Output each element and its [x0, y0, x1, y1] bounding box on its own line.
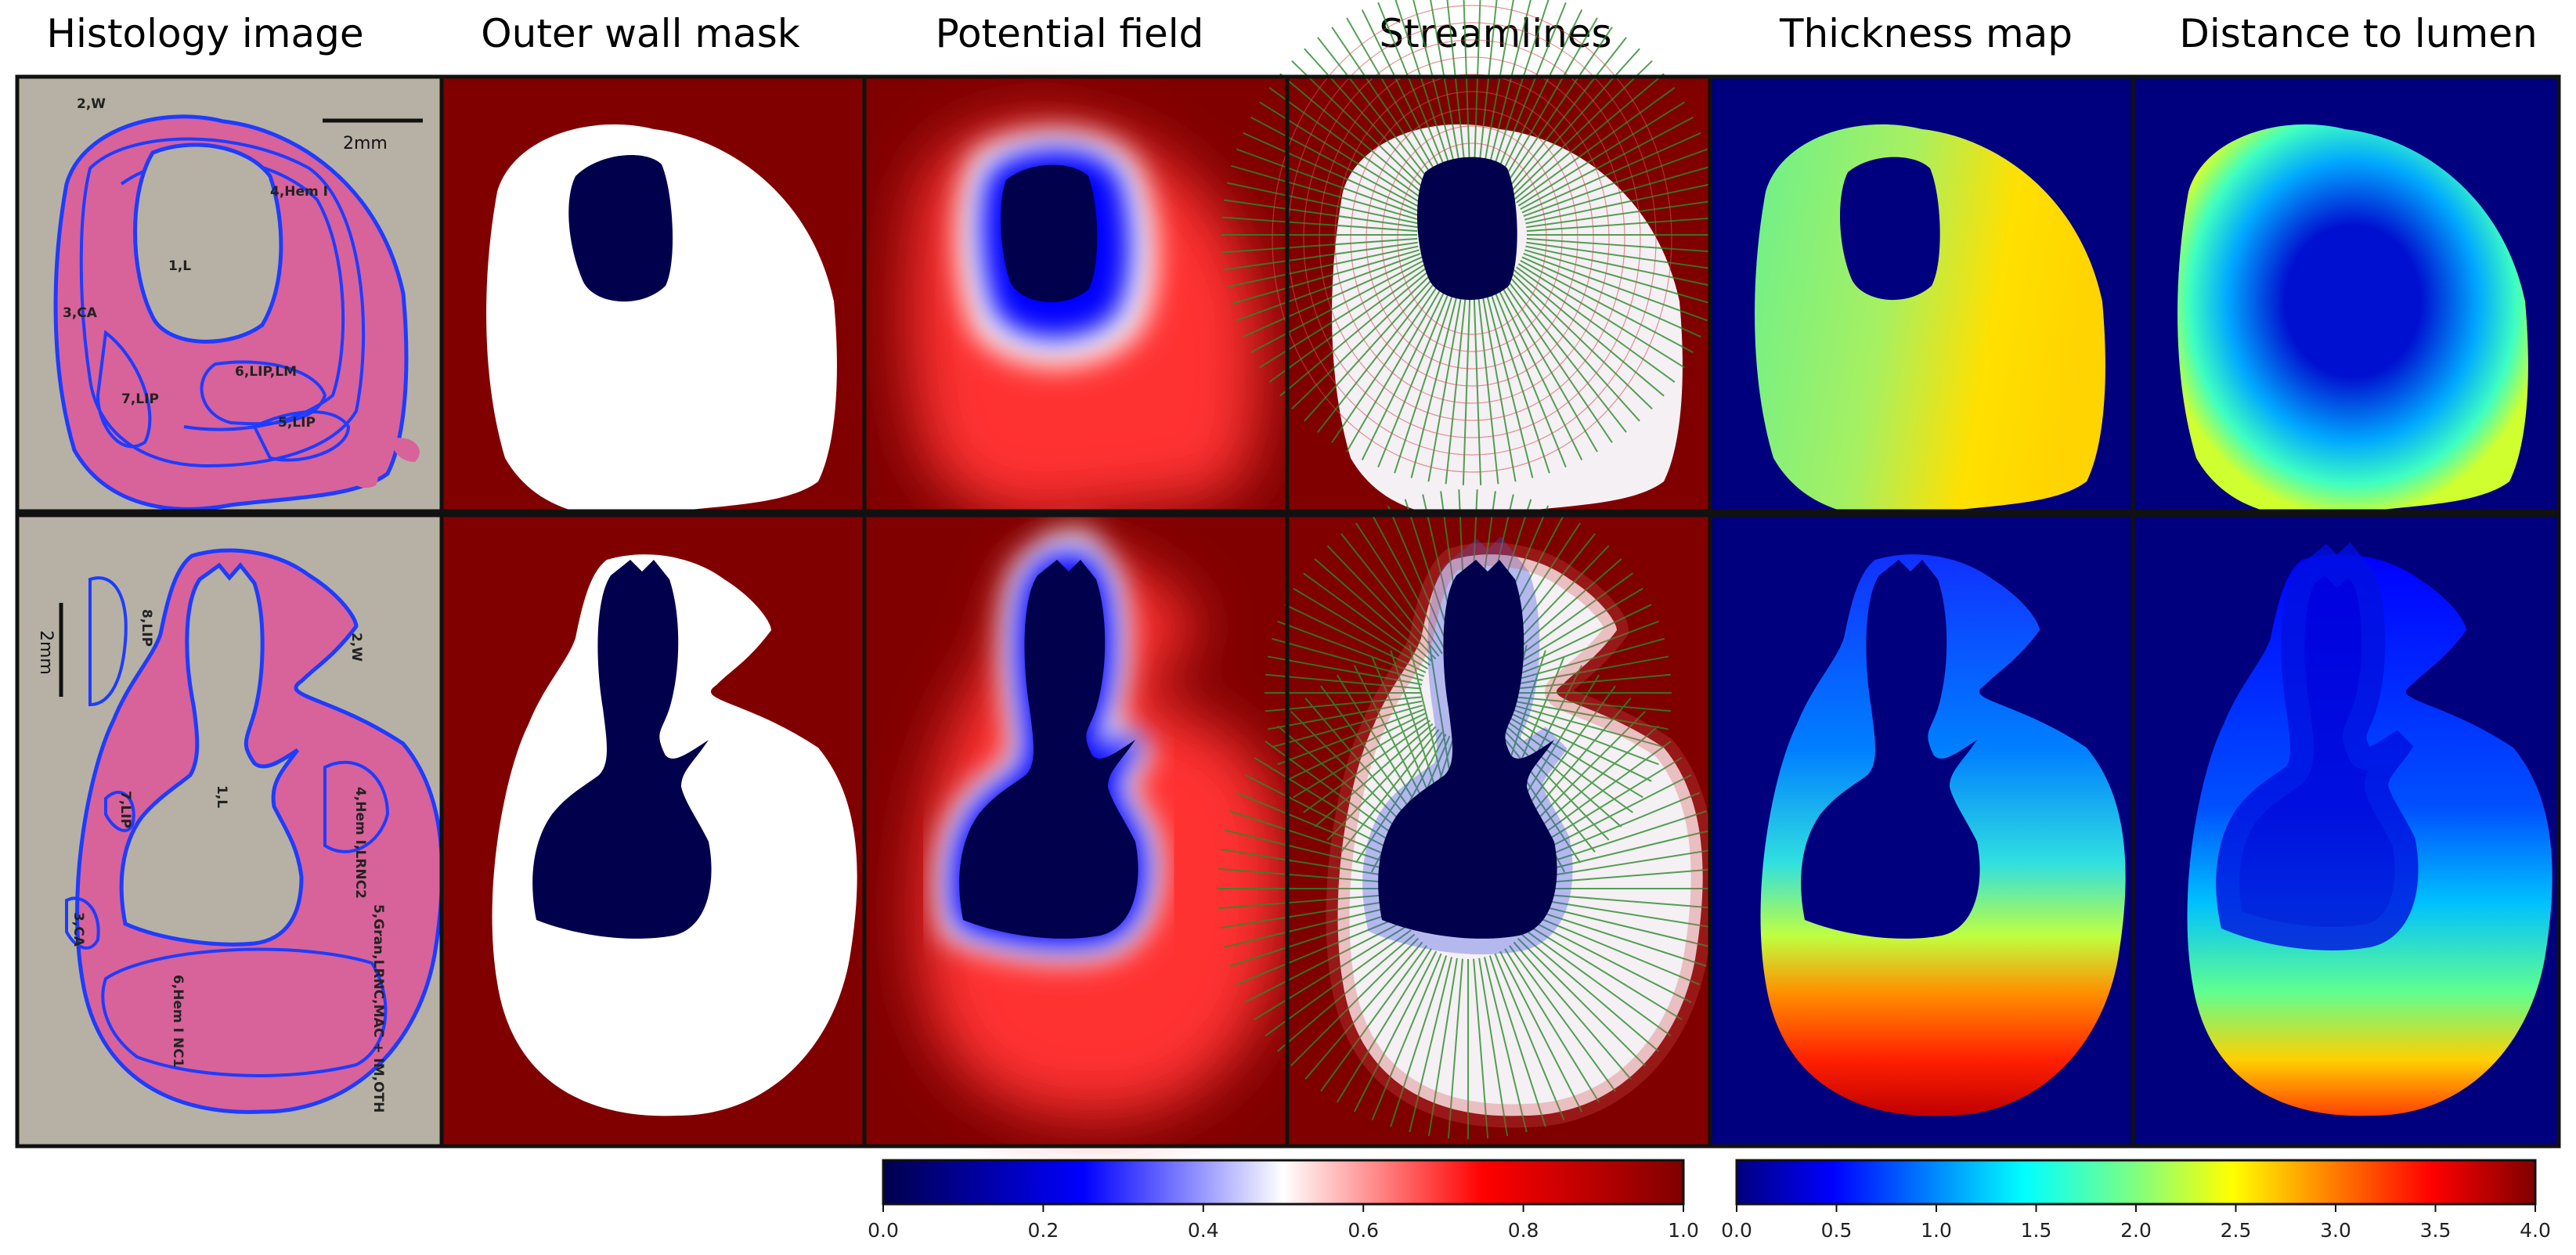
- histology-tissue: [65, 550, 442, 1112]
- tick-label: 2.5: [2221, 1219, 2252, 1242]
- tick-label: 3.0: [2320, 1219, 2351, 1242]
- panel-histology-bottom: 2mm 8,LIP 2,W 1,L 7,LIP 4,Hem I,LRNC2 3,…: [17, 515, 442, 1146]
- panel-potential-field-top: [866, 77, 1287, 518]
- scale-label: 2mm: [36, 630, 56, 675]
- title-distance-to-lumen: Distance to lumen: [2179, 11, 2537, 56]
- region-label: 3,CA: [70, 912, 86, 947]
- region-label: 2,W: [348, 633, 364, 662]
- region-label: 1,L: [168, 258, 191, 274]
- colorbar-gradient: [1735, 1159, 2537, 1206]
- panel-distance-to-lumen-top: [2134, 77, 2559, 518]
- title-histology: Histology image: [46, 11, 363, 56]
- panel-borders: [15, 74, 2561, 1149]
- region-label: 6,Hem I NC1: [170, 975, 186, 1067]
- tick-label: 0.5: [1821, 1219, 1853, 1242]
- tick-label: 1.5: [2021, 1219, 2052, 1242]
- panel-histology-top: 2mm 2,W 4,Hem I 1,L 3,CA 6,LIP,LM 7,LIP …: [17, 77, 442, 511]
- panel-potential-field-bottom: [866, 515, 1287, 1146]
- region-label: 4,Hem I,LRNC2: [352, 787, 368, 899]
- region-label: 5,Gran,LRNC,MAC + IM,OTH: [370, 904, 386, 1113]
- tick-label: 2.0: [2120, 1219, 2152, 1242]
- region-label: 3,CA: [63, 305, 98, 321]
- panel-outer-wall-mask-top: [443, 77, 864, 518]
- streamline-rays: [1221, 0, 1723, 485]
- region-label: 8,LIP: [139, 609, 154, 647]
- colorbar-thickness: 0.0 0.5 1.0 1.5 2.0 2.5 3.0 3.5 4.0: [1721, 1159, 2551, 1242]
- panel-thickness-map-top: [1712, 77, 2133, 518]
- region-label: 6,LIP,LM: [235, 364, 297, 380]
- region-label: 4,Hem I: [270, 184, 328, 200]
- scale-label: 2mm: [343, 134, 388, 153]
- tick-label: 0.0: [1721, 1219, 1752, 1242]
- histology-tissue: [56, 117, 406, 509]
- tick-label: 0.8: [1508, 1219, 1539, 1242]
- region-label: 1,L: [214, 785, 229, 808]
- region-label: 7,LIP: [121, 391, 159, 407]
- region-label: 5,LIP: [278, 415, 316, 431]
- title-potential-field: Potential field: [936, 11, 1204, 56]
- tick-label: 0.0: [868, 1219, 899, 1242]
- tick-label: 3.5: [2420, 1219, 2452, 1242]
- panel-distance-to-lumen-bottom: [2134, 515, 2559, 1146]
- lumen-region: [568, 155, 673, 302]
- panel-outer-wall-mask-bottom: [443, 515, 864, 1146]
- tick-label: 0.4: [1188, 1219, 1219, 1242]
- tick-label: 1.0: [1668, 1219, 1699, 1242]
- colorbar-potential: 0.0 0.2 0.4 0.6 0.8 1.0: [868, 1159, 1699, 1242]
- region-label: 7,LIP: [117, 791, 133, 828]
- colorbar-gradient: [882, 1159, 1685, 1206]
- tick-label: 1.0: [1921, 1219, 1952, 1242]
- panel-thickness-map-bottom: [1712, 515, 2133, 1146]
- title-thickness-map: Thickness map: [1779, 11, 2073, 56]
- colorbar-ticks: 0.0 0.5 1.0 1.5 2.0 2.5 3.0 3.5 4.0: [1721, 1204, 2551, 1242]
- panel-streamlines-top: [1221, 0, 1723, 518]
- region-label: 2,W: [77, 96, 106, 112]
- title-outer-wall-mask: Outer wall mask: [481, 11, 799, 56]
- tick-label: 4.0: [2520, 1219, 2551, 1242]
- isocontours: [1272, 5, 1672, 473]
- colorbar-ticks: 0.0 0.2 0.4 0.6 0.8 1.0: [868, 1204, 1699, 1242]
- field-gradient: [909, 124, 1260, 518]
- tick-label: 0.2: [1028, 1219, 1059, 1242]
- tick-label: 0.6: [1348, 1219, 1379, 1242]
- lumen-region: [1416, 157, 1517, 301]
- column-titles: Histology image Outer wall mask Potentia…: [46, 11, 2537, 56]
- panel-streamlines-bottom: [1218, 489, 1719, 1146]
- lumen-region: [1839, 157, 1940, 301]
